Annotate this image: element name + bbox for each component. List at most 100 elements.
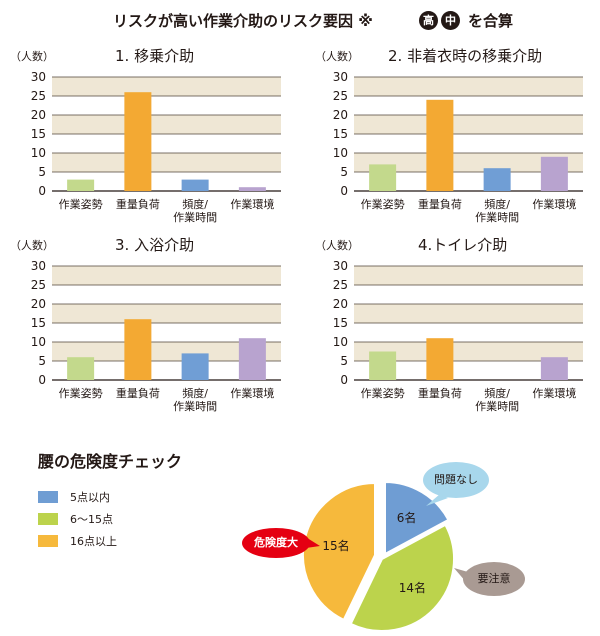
- y-tick-label: 10: [333, 335, 348, 349]
- bar-chart-1: 1. 移乗介助 （人数） 0 5 10 15 20 25 30 作業姿勢 重量負荷 頻度/作業時間作業…: [10, 47, 281, 224]
- bar-chart-2: 2. 非着衣時の移乗介助 （人数） 0 5 10 15 20 25 30 作業姿勢 重量負荷 頻度/作…: [315, 47, 583, 224]
- y-tick-label: 20: [333, 108, 348, 122]
- y-axis-label: （人数）: [10, 239, 54, 252]
- legend-swatch-mid: [38, 513, 58, 525]
- bar: [67, 357, 95, 380]
- callout-high-risk: 危険度大: [242, 528, 310, 558]
- y-tick-label: 10: [31, 146, 46, 160]
- pie-title: 腰の危険度チェック: [38, 452, 183, 471]
- badge-high: 高: [419, 11, 438, 30]
- grid-band: [52, 342, 281, 361]
- y-tick-label: 0: [38, 373, 46, 387]
- x-tick-label: 作業環境: [230, 386, 274, 400]
- x-tick-label: 重量負荷: [418, 386, 462, 400]
- bar: [124, 319, 152, 380]
- y-tick-label: 25: [333, 278, 348, 292]
- y-tick-label: 25: [31, 89, 46, 103]
- grid-band: [354, 304, 583, 323]
- legend-label-high: 16点以上: [70, 535, 117, 548]
- main-title-suffix: を合算: [468, 12, 514, 30]
- y-tick-label: 15: [333, 127, 348, 141]
- bar: [483, 168, 511, 191]
- x-tick-label: 作業時間: [173, 211, 217, 224]
- legend-label-mid: 6〜15点: [70, 513, 113, 526]
- y-tick-label: 5: [340, 165, 348, 179]
- grid-band: [52, 304, 281, 323]
- x-tick-label: 作業姿勢: [59, 386, 103, 400]
- x-tick-label: 作業時間: [475, 400, 519, 413]
- bar: [67, 179, 95, 191]
- main-title-prefix: リスクが高い作業介助のリスク要因 ※: [113, 12, 373, 30]
- x-tick-label: 重量負荷: [116, 386, 160, 400]
- grid-band: [52, 266, 281, 285]
- bar: [540, 357, 568, 380]
- chart-title: 4.トイレ介助: [418, 236, 507, 254]
- y-tick-label: 0: [340, 184, 348, 198]
- y-tick-label: 10: [333, 146, 348, 160]
- y-tick-label: 30: [333, 70, 348, 84]
- x-tick-label: 作業姿勢: [59, 197, 103, 211]
- bar: [369, 164, 397, 191]
- y-tick-label: 20: [31, 297, 46, 311]
- y-tick-label: 10: [31, 335, 46, 349]
- pie-value-label: 14名: [399, 580, 426, 595]
- y-axis-label: （人数）: [315, 239, 359, 252]
- y-tick-label: 25: [333, 89, 348, 103]
- grid-band: [52, 153, 281, 172]
- y-tick-label: 5: [38, 165, 46, 179]
- grid-band: [354, 266, 583, 285]
- bar: [369, 351, 397, 380]
- y-tick-label: 20: [31, 108, 46, 122]
- main-title: リスクが高い作業介助のリスク要因 ※: [113, 10, 373, 31]
- callout-caution: 要注意: [463, 562, 525, 596]
- y-tick-label: 5: [340, 354, 348, 368]
- x-tick-label: 作業時間: [173, 400, 217, 413]
- x-tick-label: 重量負荷: [418, 197, 462, 211]
- x-tick-label: 頻度/: [182, 197, 208, 211]
- y-tick-label: 30: [333, 259, 348, 273]
- bar: [426, 338, 454, 380]
- x-tick-label: 作業姿勢: [361, 386, 405, 400]
- y-tick-label: 30: [31, 259, 46, 273]
- bar: [238, 338, 266, 380]
- callout-no-problem: 問題なし: [423, 462, 489, 498]
- x-tick-label: 作業環境: [230, 197, 274, 211]
- y-tick-label: 25: [31, 278, 46, 292]
- x-tick-label: 作業時間: [475, 211, 519, 224]
- chart-title: 2. 非着衣時の移乗介助: [388, 47, 542, 65]
- badge-mid: 中: [441, 11, 460, 30]
- x-tick-label: 作業環境: [532, 386, 576, 400]
- y-tick-label: 15: [31, 127, 46, 141]
- legend-item: 16点以上: [38, 531, 117, 551]
- legend-swatch-high: [38, 535, 58, 547]
- grid-band: [52, 77, 281, 96]
- callout-pointer: [426, 494, 448, 506]
- legend-item: 6〜15点: [38, 509, 117, 529]
- chart-title: 3. 入浴介助: [115, 236, 194, 254]
- bar-chart-4: 4.トイレ介助 （人数） 0 5 10 15 20 25 30 作業姿勢 重量負荷 頻度/作業時間作業…: [315, 236, 583, 413]
- x-tick-label: 頻度/: [484, 197, 510, 211]
- bar: [124, 92, 152, 191]
- y-tick-label: 15: [31, 316, 46, 330]
- y-tick-label: 20: [333, 297, 348, 311]
- bar: [181, 353, 209, 380]
- y-tick-label: 5: [38, 354, 46, 368]
- grid-band: [52, 115, 281, 134]
- grid-band: [354, 153, 583, 172]
- bar: [426, 99, 454, 191]
- pie-value-label: 6名: [397, 510, 417, 525]
- grid-band: [354, 115, 583, 134]
- legend-item: 5点以内: [38, 487, 117, 507]
- y-tick-label: 30: [31, 70, 46, 84]
- chart-title: 1. 移乗介助: [115, 47, 194, 65]
- bar: [238, 187, 266, 191]
- legend-swatch-low: [38, 491, 58, 503]
- bar: [181, 179, 209, 191]
- pie-slice: [349, 523, 455, 632]
- y-tick-label: 0: [38, 184, 46, 198]
- y-tick-label: 0: [340, 373, 348, 387]
- x-tick-label: 重量負荷: [116, 197, 160, 211]
- x-tick-label: 作業姿勢: [361, 197, 405, 211]
- x-tick-label: 作業環境: [532, 197, 576, 211]
